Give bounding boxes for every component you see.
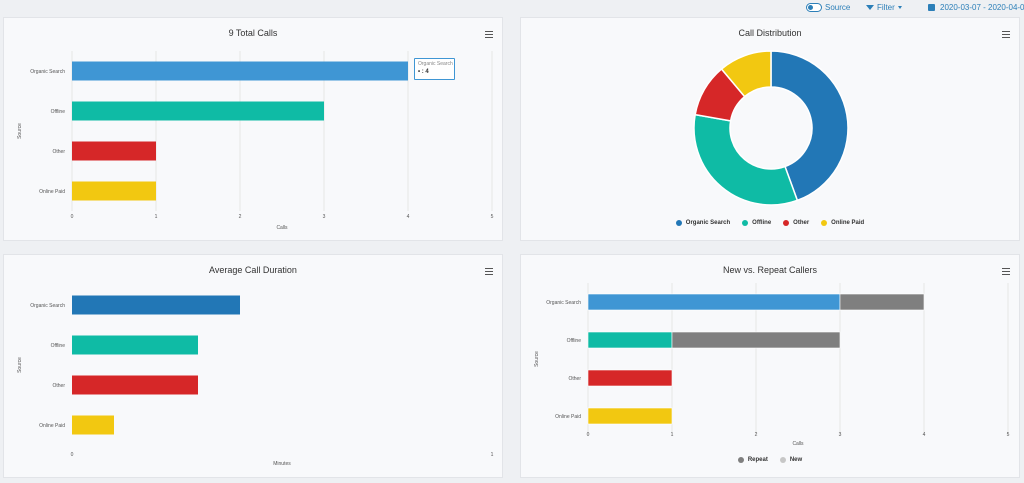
bar (72, 181, 156, 201)
bar-new (587, 369, 673, 387)
bar-new (587, 407, 673, 425)
legend-label: Offline (752, 220, 772, 226)
x-tick-label: 4 (923, 432, 926, 438)
bar (72, 101, 324, 121)
panel-title: Average Call Duration (209, 265, 297, 275)
x-tick-label: 3 (839, 432, 842, 438)
bar (72, 415, 114, 435)
y-tick-label: Other (52, 383, 65, 389)
x-axis-label: Calls (792, 441, 804, 447)
x-tick-label: 1 (671, 432, 674, 438)
bar (72, 141, 156, 161)
legend-label: Online Paid (831, 220, 865, 226)
tooltip-value: • : 4 (418, 69, 429, 75)
source-toggle[interactable]: Source (806, 1, 850, 13)
y-tick-label: Organic Search (30, 69, 65, 75)
x-tick-label: 2 (239, 214, 242, 220)
x-tick-label: 1 (155, 214, 158, 220)
y-tick-label: Offline (567, 338, 582, 344)
panel-title: 9 Total Calls (228, 28, 278, 38)
x-tick-label: 0 (71, 214, 74, 220)
x-tick-label: 1 (491, 452, 494, 458)
x-axis-label: Calls (276, 225, 288, 231)
y-tick-label: Online Paid (555, 414, 581, 420)
legend-item[interactable]: New (779, 457, 803, 463)
x-tick-label: 0 (587, 432, 590, 438)
legend-item[interactable]: Offline (742, 220, 771, 226)
toggle-switch-icon[interactable] (806, 2, 822, 12)
date-range-text: 2020-03-07 - 2020-04-06 (940, 2, 1024, 12)
menu-icon[interactable] (485, 268, 493, 275)
x-tick-label: 2 (755, 432, 758, 438)
total-calls-chart: Organic Search Offline Other Online Paid 0 1 2… (17, 51, 494, 231)
legend-label: New (789, 457, 803, 463)
menu-icon[interactable] (1002, 268, 1010, 275)
legend-item[interactable]: Organic Search (675, 220, 731, 226)
menu-icon[interactable] (1002, 31, 1010, 38)
legend-label: Organic Search (685, 220, 731, 226)
panel-title: New vs. Repeat Callers (722, 265, 818, 275)
menu-icon[interactable] (485, 31, 493, 38)
x-tick-label: 4 (407, 214, 410, 220)
bar (72, 295, 240, 315)
y-axis-label: Source (534, 351, 540, 367)
y-axis-label: Source (17, 357, 23, 373)
bar-repeat (839, 293, 925, 311)
call-distribution-chart (693, 50, 849, 206)
top-toolbar: Source Filter 2020-03-07 - 2020-04-06 (0, 0, 1024, 14)
legend-item[interactable]: Repeat (737, 457, 768, 463)
call-distribution-panel: Call Distribution Organic Search Offline O… (520, 17, 1020, 241)
filter-icon (866, 4, 874, 10)
chart-legend: Repeat New (521, 457, 1019, 463)
y-tick-label: Organic Search (546, 300, 581, 306)
bar (72, 375, 198, 395)
y-tick-label: Organic Search (30, 303, 65, 309)
chevron-down-icon (897, 5, 902, 9)
x-tick-label: 5 (1007, 432, 1010, 438)
x-tick-label: 0 (71, 452, 74, 458)
date-range-picker[interactable]: 2020-03-07 - 2020-04-06 (928, 1, 1024, 13)
legend-dot (737, 457, 744, 463)
new-repeat-chart: Organic Search Offline Other Online Paid 0 1 2… (534, 283, 1010, 447)
legend-label: Other (793, 220, 810, 226)
legend-dot (675, 220, 682, 226)
tooltip-header: Organic Search (418, 61, 453, 67)
calendar-icon (928, 3, 935, 11)
y-tick-label: Online Paid (39, 189, 65, 195)
avg-duration-chart: Organic Search Offline Other Online Paid 0 1 M… (17, 295, 494, 467)
y-tick-label: Offline (51, 343, 66, 349)
pie-slice (770, 50, 849, 202)
legend-label: Repeat (747, 457, 768, 463)
x-tick-label: 3 (323, 214, 326, 220)
chart-legend: Organic Search Offline Other Online Paid (521, 220, 1019, 226)
panel-title: Call Distribution (738, 28, 802, 38)
y-axis-label: Source (17, 123, 23, 139)
bar-new (587, 331, 673, 349)
chart-tooltip: Organic Search • : 4 (414, 58, 455, 80)
avg-duration-panel: Average Call Duration Organic Search Offl… (3, 254, 503, 478)
y-tick-label: Online Paid (39, 423, 65, 429)
pie-slice (720, 50, 772, 98)
bar-new (587, 293, 841, 311)
filter-dropdown[interactable]: Filter (866, 1, 902, 13)
legend-dot (821, 220, 828, 226)
new-repeat-panel: New vs. Repeat Callers Organic Search Off… (520, 254, 1020, 478)
y-tick-label: Offline (51, 109, 66, 115)
filter-label: Filter (877, 2, 895, 12)
pie-slice (693, 113, 799, 206)
x-axis-label: Minutes (273, 461, 291, 467)
total-calls-panel: 9 Total Calls Organic Search Offline Other… (3, 17, 503, 241)
bar (72, 335, 198, 355)
legend-dot (779, 457, 786, 463)
x-tick-label: 5 (491, 214, 494, 220)
legend-item[interactable]: Other (783, 220, 809, 226)
legend-dot (783, 220, 790, 226)
bar-repeat (671, 331, 841, 349)
y-tick-label: Other (52, 149, 65, 155)
legend-dot (742, 220, 749, 226)
y-tick-label: Other (568, 376, 581, 382)
source-toggle-label: Source (825, 2, 851, 12)
bar (72, 61, 408, 81)
legend-item[interactable]: Online Paid (821, 220, 864, 226)
